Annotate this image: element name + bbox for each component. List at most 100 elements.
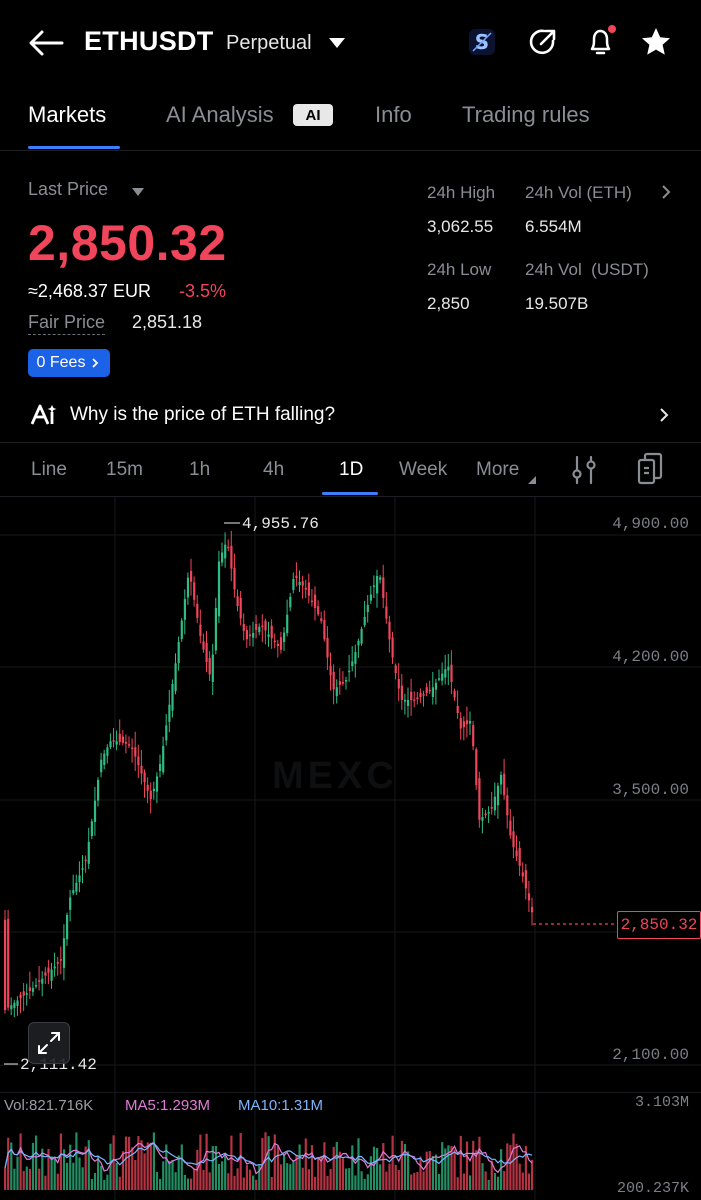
- 24h-vol-eth-label[interactable]: 24h Vol (ETH): [525, 183, 632, 202]
- intervals-divider: [0, 496, 701, 497]
- volume-bar: [66, 1162, 69, 1190]
- candle-body: [75, 882, 78, 892]
- volume-bar: [134, 1160, 137, 1190]
- tab-markets[interactable]: Markets: [28, 102, 107, 127]
- candle-body: [69, 897, 72, 910]
- volume-bar: [462, 1173, 465, 1190]
- back-button[interactable]: [26, 28, 66, 58]
- volume-bar: [472, 1140, 475, 1190]
- candle-body: [320, 618, 323, 622]
- interval-15m[interactable]: 15m: [106, 459, 143, 480]
- candle-body: [385, 606, 388, 619]
- fair-price-label[interactable]: Fair Price: [28, 312, 106, 335]
- candle-body: [450, 664, 453, 682]
- candle-body: [115, 741, 118, 745]
- chart-layout-icon[interactable]: [636, 452, 664, 491]
- candle-body: [286, 614, 289, 634]
- 24h-vol-usdt-label: 24h Vol (USDT): [525, 260, 649, 279]
- interval-more[interactable]: More: [476, 459, 520, 480]
- interval-week[interactable]: Week: [399, 459, 448, 480]
- stats-chevron-right-icon[interactable]: [660, 184, 672, 205]
- volume-bar: [332, 1146, 335, 1190]
- volume-bar: [388, 1163, 391, 1190]
- indicator-settings-icon[interactable]: [570, 454, 598, 491]
- fullscreen-button[interactable]: [28, 1022, 70, 1064]
- candle-body: [323, 620, 326, 640]
- volume-bar: [372, 1146, 376, 1190]
- candle-body: [4, 919, 7, 1010]
- candle-body: [453, 690, 456, 698]
- share-icon[interactable]: [527, 26, 559, 58]
- tab-trading-rules[interactable]: Trading rules: [462, 102, 590, 127]
- candle-body: [283, 632, 286, 642]
- candle-body: [78, 875, 81, 883]
- volume-bar: [326, 1175, 329, 1190]
- favorite-star-icon[interactable]: [640, 26, 672, 58]
- volume-bar: [323, 1142, 326, 1190]
- contract-type[interactable]: Perpetual: [226, 32, 312, 54]
- symbol-dropdown-icon[interactable]: [328, 36, 346, 54]
- volume-bar: [385, 1171, 388, 1190]
- volume-bar: [348, 1168, 351, 1190]
- last-price-dropdown-icon[interactable]: [131, 184, 145, 202]
- symbol-title[interactable]: ETHUSDT: [84, 26, 214, 56]
- candle-body: [168, 704, 171, 722]
- candle-body: [103, 753, 106, 766]
- candle-body: [481, 817, 484, 821]
- candle-body: [50, 969, 53, 981]
- volume-bar: [152, 1132, 155, 1190]
- tab-info[interactable]: Info: [375, 102, 412, 127]
- candle-body: [527, 893, 531, 901]
- interval-1h[interactable]: 1h: [189, 459, 211, 480]
- ai-sparkle-icon[interactable]: S: [466, 26, 498, 58]
- notification-bell-icon[interactable]: [584, 24, 618, 58]
- candle-body: [475, 749, 478, 785]
- volume-bar: [10, 1142, 13, 1190]
- candle-body: [332, 671, 335, 690]
- volume-bar: [56, 1173, 59, 1190]
- candle-body: [434, 682, 438, 690]
- candle-body: [124, 741, 128, 744]
- volume-bar: [425, 1151, 428, 1190]
- candle-body: [258, 626, 261, 633]
- tabs-divider: [0, 150, 701, 151]
- interval-line[interactable]: Line: [31, 459, 67, 480]
- candle-body: [518, 847, 521, 866]
- candle-body: [137, 756, 140, 766]
- candle-body: [335, 687, 338, 697]
- tab-ai-analysis[interactable]: AI Analysis: [166, 102, 274, 127]
- volume-bar: [162, 1161, 165, 1190]
- volume-bar: [143, 1153, 146, 1190]
- volume-bar: [456, 1177, 459, 1190]
- candle-body: [472, 725, 475, 747]
- ai-prompt-row[interactable]: Why is the price of ETH falling?: [0, 392, 701, 438]
- candle-body: [128, 744, 131, 746]
- interval-1d[interactable]: 1D: [339, 459, 364, 480]
- last-price-label[interactable]: Last Price: [28, 179, 109, 199]
- candlestick-chart[interactable]: [0, 497, 701, 1200]
- volume-bar: [360, 1171, 363, 1190]
- volume-bar: [447, 1145, 450, 1190]
- volume-bar: [115, 1162, 118, 1190]
- volume-bar: [53, 1158, 56, 1190]
- y-axis-label-4900: 4,900.00: [612, 515, 689, 533]
- volume-bar: [205, 1133, 208, 1190]
- volume-bar: [25, 1166, 28, 1190]
- candle-body: [230, 545, 233, 569]
- volume-bar: [78, 1157, 81, 1190]
- candle-body: [171, 684, 174, 711]
- candle-body: [202, 641, 205, 650]
- candle-body: [245, 630, 248, 640]
- volume-bar: [242, 1177, 245, 1190]
- volume-bar: [515, 1143, 518, 1190]
- volume-bar: [438, 1174, 441, 1190]
- interval-4h[interactable]: 4h: [263, 459, 285, 480]
- volume-bar: [481, 1163, 484, 1190]
- zero-fees-button[interactable]: 0 Fees: [28, 349, 110, 377]
- candle-body: [41, 978, 44, 984]
- y-axis-label-4200: 4,200.00: [612, 648, 689, 666]
- 24h-high-label: 24h High: [427, 183, 496, 202]
- 24h-low-label: 24h Low: [427, 260, 492, 279]
- volume-bar: [252, 1175, 255, 1190]
- volume-bar: [407, 1151, 410, 1190]
